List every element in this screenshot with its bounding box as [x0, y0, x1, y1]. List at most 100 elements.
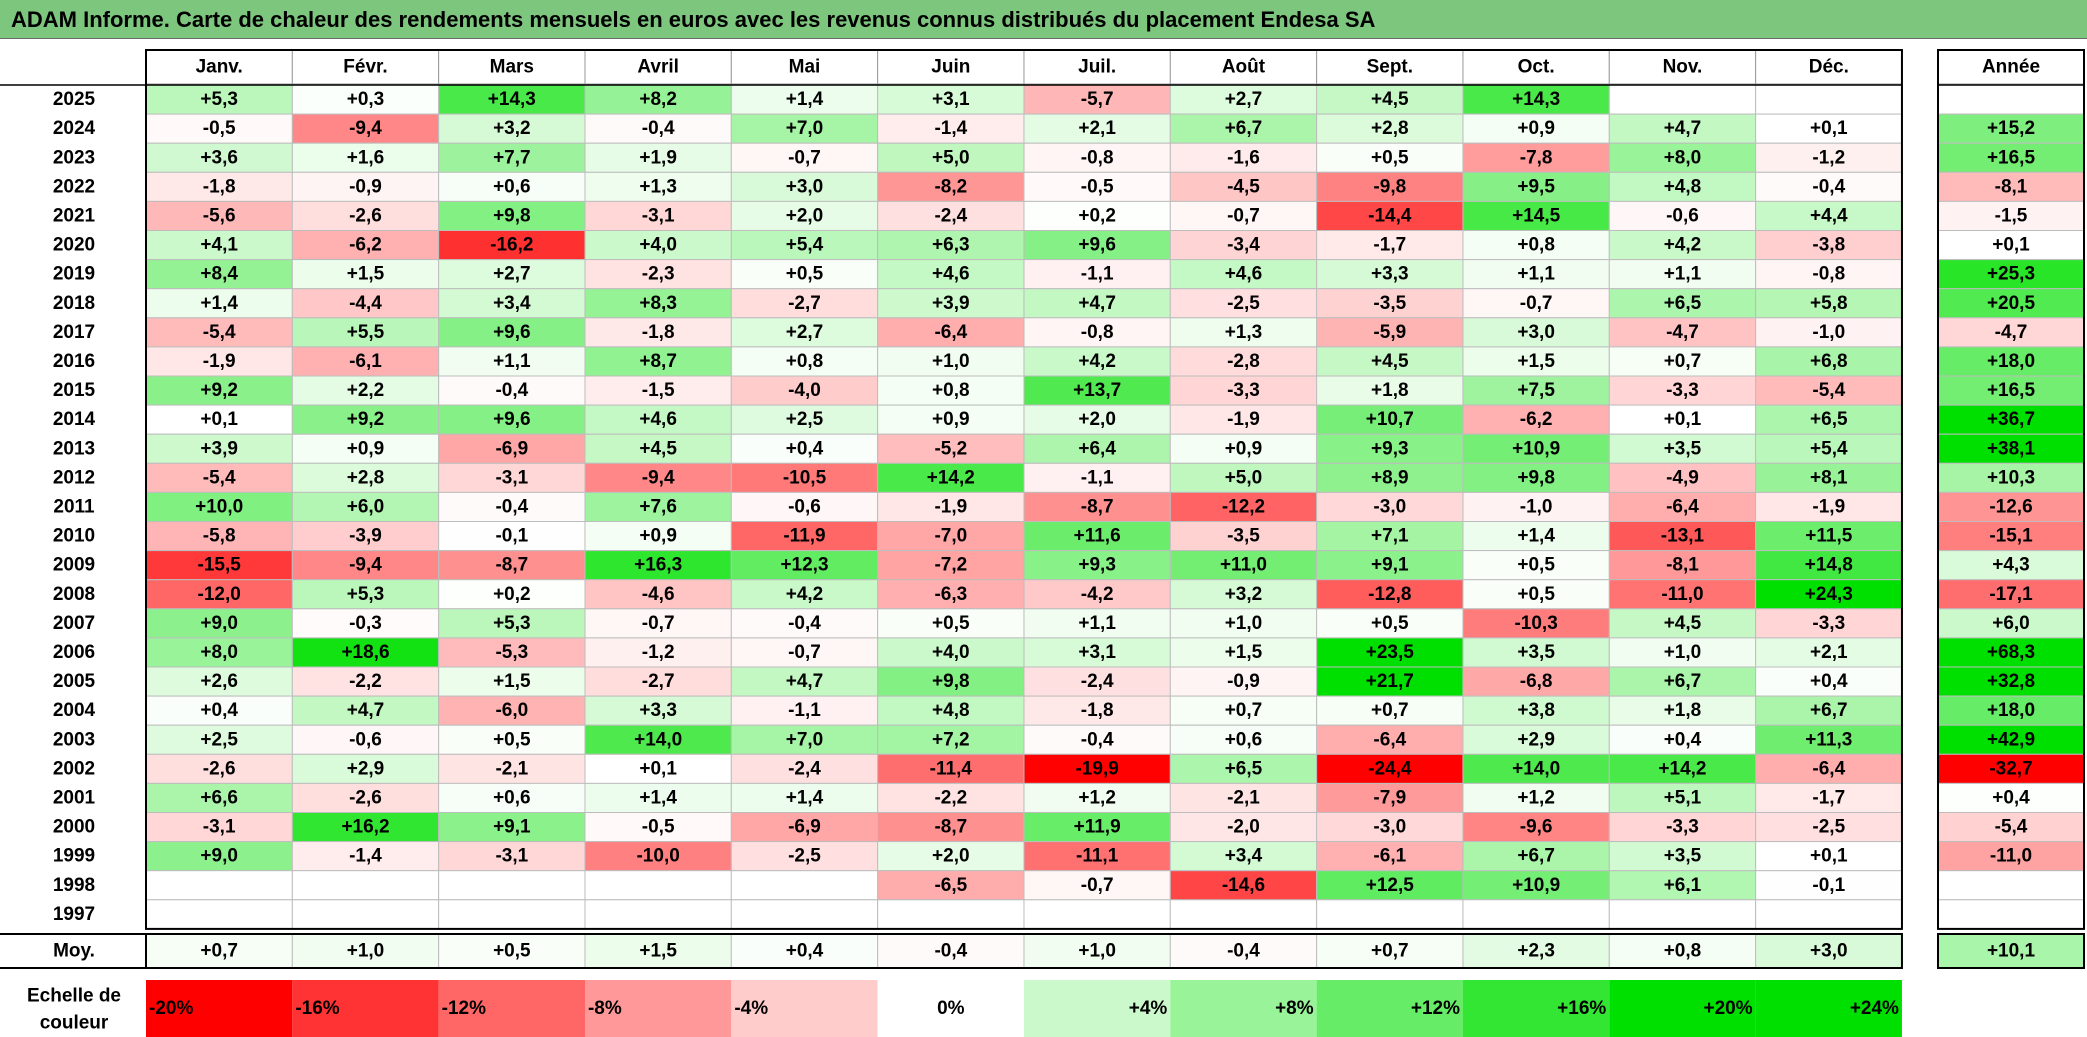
heatmap-cell-value: -10,5	[783, 467, 827, 488]
heatmap-cell-value: -1,9	[1812, 496, 1845, 517]
heatmap-cell-value: +14,2	[1658, 758, 1706, 779]
annual-cell	[1937, 433, 2085, 464]
scale-swatch	[1023, 980, 1171, 1037]
heatmap-cell-value: +7,2	[932, 729, 970, 750]
heatmap-cell-value: +4,2	[786, 584, 824, 605]
heatmap-cell	[1169, 579, 1318, 610]
heatmap-cell-value: +3,2	[493, 118, 531, 139]
heatmap-cell	[291, 579, 440, 610]
heatmap-cell-value: +4,7	[1664, 118, 1702, 139]
heatmap-cell	[877, 666, 1025, 697]
heatmap-cell	[1169, 753, 1318, 784]
scale-swatch	[877, 980, 1024, 1037]
heatmap-cell-value: +16,3	[634, 555, 682, 576]
heatmap-cell	[730, 462, 879, 493]
heatmap-cell-value: +8,2	[639, 89, 677, 110]
heatmap-cell-value: +0,1	[1810, 846, 1848, 867]
heatmap-cell	[1755, 84, 1903, 115]
scale-swatch	[1609, 980, 1756, 1037]
heatmap-cell	[145, 753, 293, 784]
year-label: 2018	[53, 293, 95, 314]
heatmap-cell	[877, 462, 1025, 493]
heatmap-cell-value: -14,6	[1222, 875, 1265, 896]
year-label: 2008	[53, 584, 95, 605]
heatmap-cell-value: +13,7	[1073, 380, 1121, 401]
heatmap-cell-value: +7,6	[639, 496, 677, 517]
heatmap-cell	[291, 870, 440, 901]
heatmap-cell	[877, 230, 1025, 261]
heatmap-cell	[1755, 579, 1903, 610]
heatmap-cell-value: +9,6	[493, 409, 531, 430]
heatmap-cell	[438, 521, 586, 552]
heatmap-cell	[1755, 375, 1903, 406]
heatmap-cell-value: +1,4	[786, 89, 824, 110]
heatmap-cell	[438, 317, 586, 348]
heatmap-cell-value: +4,0	[639, 235, 677, 256]
heatmap-cell-value: -8,1	[1666, 555, 1699, 576]
year-label: 2010	[53, 526, 95, 547]
heatmap-cell-value: -1,6	[1227, 147, 1260, 168]
heatmap-cell	[291, 113, 440, 144]
heatmap-cell-value: -4,4	[349, 293, 382, 314]
heatmap-cell	[1608, 579, 1757, 610]
heatmap-cell	[145, 288, 293, 319]
heatmap-cell-value: +1,5	[1225, 642, 1263, 663]
heatmap-cell-value: -3,0	[1373, 496, 1406, 517]
heatmap-cell	[1462, 375, 1610, 406]
heatmap-cell-value: +0,7	[1225, 700, 1263, 721]
heatmap-cell-value: -7,8	[1520, 147, 1553, 168]
annual-cell-value: +18,0	[1987, 700, 2035, 721]
heatmap-cell-value: +7,0	[786, 118, 824, 139]
heatmap-cell-value: -1,0	[1812, 322, 1845, 343]
heatmap-cell-value: -11,4	[930, 758, 973, 779]
annual-header-cell	[1937, 49, 2085, 85]
heatmap-cell-value: -3,5	[1373, 293, 1406, 314]
heatmap-cell-value: +0,1	[1664, 409, 1702, 430]
heatmap-cell-value: +9,6	[1078, 235, 1116, 256]
heatmap-cell	[1169, 84, 1318, 115]
heatmap-cell	[1023, 433, 1171, 464]
heatmap-cell-value: +11,3	[1805, 729, 1852, 750]
annual-cell-value: +25,3	[1987, 264, 2035, 285]
heatmap-cell-value: +2,0	[932, 846, 970, 867]
annual-cell-value: -12,6	[1989, 496, 2032, 517]
year-label: 2019	[53, 264, 95, 285]
heatmap-cell-value: -6,4	[1373, 729, 1406, 750]
year-label: 2015	[53, 380, 96, 401]
heatmap-cell-value: -6,8	[1520, 671, 1553, 692]
heatmap-cell-value: +4,2	[1664, 235, 1702, 256]
heatmap-cell-value: +9,2	[347, 409, 385, 430]
annual-cell-value: -32,7	[1989, 758, 2032, 779]
heatmap-cell	[438, 230, 586, 261]
heatmap-cell-value: +4,7	[786, 671, 824, 692]
heatmap-cell	[1316, 317, 1464, 348]
heatmap-cell	[1608, 84, 1757, 115]
heatmap-cell-value: -6,0	[495, 700, 528, 721]
heatmap-cell	[291, 433, 440, 464]
heatmap-cell-value: +5,0	[1225, 467, 1263, 488]
heatmap-cell-value: +21,7	[1366, 671, 1414, 692]
heatmap-cell-value: +12,5	[1366, 875, 1415, 896]
heatmap-cell	[1755, 317, 1903, 348]
heatmap-cell-value: +14,3	[1512, 89, 1560, 110]
annual-cell-value: +16,5	[1987, 147, 2036, 168]
heatmap-cell-value: -5,6	[203, 205, 236, 226]
year-label: 2005	[53, 671, 96, 692]
heatmap-cell-value: +7,5	[1517, 380, 1555, 401]
heatmap-cell	[291, 404, 440, 435]
heatmap-cell-value: -1,2	[1812, 147, 1845, 168]
annual-cell	[1937, 812, 2085, 843]
month-header-label: Sept.	[1367, 57, 1413, 78]
heatmap-cell-value: +0,6	[1225, 729, 1263, 750]
heatmap-cell-value: +1,8	[1371, 380, 1409, 401]
heatmap-cell-value: -2,6	[203, 758, 236, 779]
average-cell-value: -0,4	[934, 941, 967, 962]
annual-cell-value: +36,7	[1987, 409, 2035, 430]
month-header-cell	[438, 49, 586, 85]
heatmap-cell	[1608, 259, 1757, 290]
heatmap-cell-value: -0,4	[495, 496, 528, 517]
heatmap-cell	[291, 812, 440, 843]
heatmap-cell-value: +0,5	[786, 264, 824, 285]
scale-step-label: +20%	[1704, 998, 1753, 1019]
heatmap-cell	[1462, 899, 1610, 930]
